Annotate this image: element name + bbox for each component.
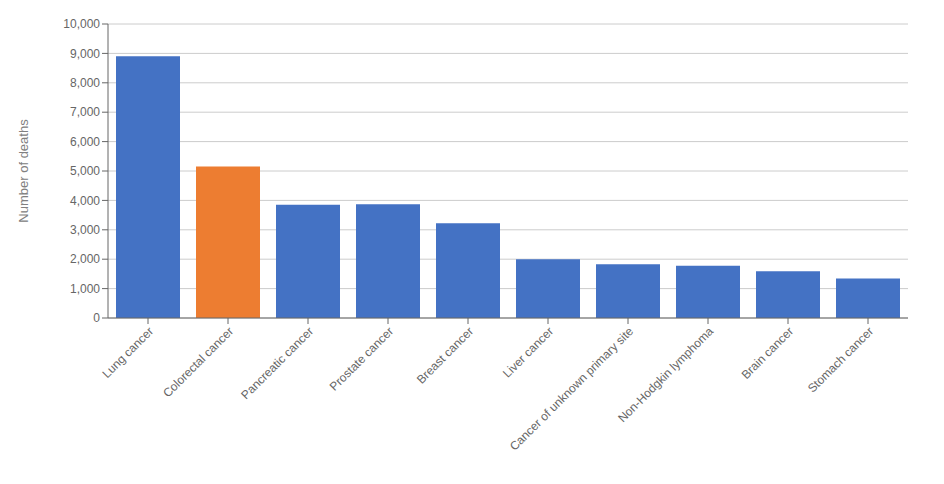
svg-text:Stomach cancer: Stomach cancer: [805, 324, 876, 395]
svg-text:Brain cancer: Brain cancer: [739, 324, 797, 382]
svg-text:9,000: 9,000: [70, 47, 100, 61]
svg-text:Pancreatic cancer: Pancreatic cancer: [238, 324, 316, 402]
svg-text:Colorectal cancer: Colorectal cancer: [160, 324, 236, 400]
svg-text:2,000: 2,000: [70, 252, 100, 266]
svg-text:1,000: 1,000: [70, 282, 100, 296]
svg-text:4,000: 4,000: [70, 194, 100, 208]
svg-text:6,000: 6,000: [70, 135, 100, 149]
svg-text:Prostate cancer: Prostate cancer: [327, 324, 396, 393]
svg-text:Liver cancer: Liver cancer: [500, 324, 556, 380]
svg-text:Cancer of unknown primary site: Cancer of unknown primary site: [507, 324, 636, 453]
svg-text:7,000: 7,000: [70, 105, 100, 119]
svg-text:0: 0: [93, 311, 100, 325]
svg-text:8,000: 8,000: [70, 76, 100, 90]
svg-text:10,000: 10,000: [63, 17, 100, 31]
svg-text:5,000: 5,000: [70, 164, 100, 178]
svg-text:Lung cancer: Lung cancer: [100, 324, 157, 381]
svg-text:Non-Hodgkin lymphoma: Non-Hodgkin lymphoma: [615, 324, 716, 425]
svg-text:3,000: 3,000: [70, 223, 100, 237]
svg-text:Breast cancer: Breast cancer: [414, 324, 476, 386]
svg-text:Number of deaths: Number of deaths: [16, 119, 31, 223]
